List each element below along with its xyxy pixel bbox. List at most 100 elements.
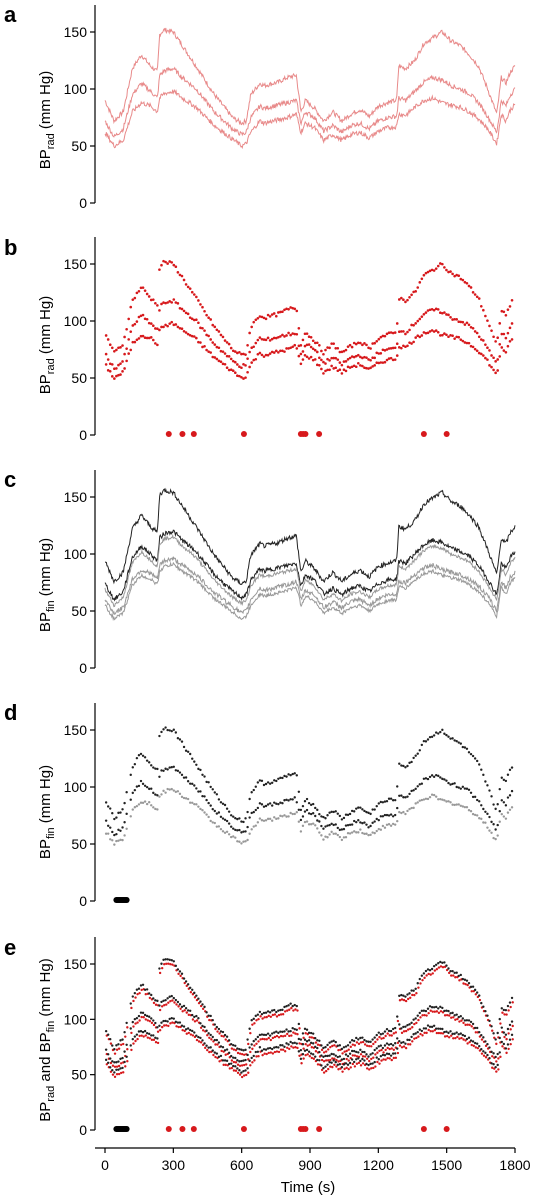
point-systolic — [274, 314, 278, 318]
point-rad-systolic — [447, 971, 451, 975]
point-fin-systolic — [139, 984, 143, 987]
point-mean — [338, 361, 342, 364]
point-diastolic — [166, 324, 169, 328]
point-fin-diastolic — [432, 1024, 436, 1027]
point-mean — [219, 349, 223, 353]
point-diastolic — [232, 835, 235, 838]
point-rad-systolic — [169, 963, 172, 966]
point-systolic — [422, 273, 426, 277]
point-fin-mean — [301, 1043, 305, 1046]
point-systolic — [110, 346, 114, 350]
point-diastolic — [223, 831, 227, 834]
point-mean — [443, 778, 446, 781]
point-rad-diastolic — [158, 1028, 162, 1032]
point-diastolic — [338, 368, 342, 371]
point-diastolic — [158, 328, 161, 332]
point-fin-systolic — [180, 972, 184, 975]
point-mean — [311, 812, 315, 815]
point-mean — [397, 330, 401, 333]
point-diastolic — [451, 334, 454, 338]
point-fin-systolic — [223, 1033, 227, 1037]
panel-c-plot — [104, 487, 516, 622]
point-fin-systolic — [250, 1019, 253, 1022]
point-diastolic — [149, 336, 153, 339]
point-fin-systolic — [168, 958, 171, 962]
point-mean — [400, 794, 403, 797]
point-diastolic — [145, 336, 149, 340]
point-rad-mean — [507, 1032, 510, 1035]
point-fin-mean — [293, 1028, 296, 1031]
point-mean — [447, 781, 450, 785]
point-fin-diastolic — [213, 1051, 216, 1054]
point-rad-systolic — [240, 1052, 244, 1056]
point-fin-diastolic — [467, 1036, 471, 1039]
point-mean — [143, 317, 147, 321]
point-fin-diastolic — [402, 1040, 405, 1044]
point-fin-systolic — [285, 1004, 288, 1008]
point-mean — [121, 826, 124, 829]
point-systolic — [256, 316, 260, 320]
point-fin-mean — [223, 1049, 227, 1052]
point-rad-diastolic — [195, 1038, 199, 1042]
point-rad-mean — [113, 1065, 117, 1068]
point-mean — [381, 815, 385, 818]
point-mean — [371, 821, 374, 825]
point-fin-systolic — [510, 996, 514, 1000]
point-fin-mean — [355, 1050, 358, 1054]
point-diastolic — [379, 361, 383, 364]
point-mean — [201, 794, 204, 798]
point-fin-systolic — [504, 1008, 508, 1012]
point-rad-mean — [294, 1032, 297, 1035]
point-mean — [451, 318, 454, 321]
point-diastolic — [201, 809, 204, 812]
point-mean — [113, 367, 116, 370]
point-fin-mean — [182, 1004, 186, 1008]
point-systolic — [242, 352, 245, 356]
point-systolic — [453, 274, 456, 278]
point-mean — [428, 308, 432, 312]
point-diastolic — [309, 355, 313, 359]
point-diastolic — [119, 838, 122, 842]
point-rad-diastolic — [501, 1045, 504, 1048]
y-tick-label-a-50: 50 — [71, 138, 87, 154]
point-fin-mean — [467, 1019, 471, 1022]
point-rad-diastolic — [409, 1043, 412, 1046]
point-fin-diastolic — [330, 1061, 333, 1064]
point-mean — [246, 825, 249, 829]
point-diastolic — [281, 815, 284, 818]
point-rad-systolic — [411, 993, 414, 997]
point-diastolic — [238, 374, 241, 378]
point-mean — [139, 314, 143, 318]
point-fin-mean — [402, 1025, 405, 1029]
point-fin-systolic — [162, 958, 165, 961]
point-fin-mean — [500, 1026, 503, 1029]
point-fin-systolic — [381, 1032, 385, 1035]
point-rad-systolic — [115, 1048, 119, 1051]
point-fin-diastolic — [361, 1057, 364, 1061]
point-systolic — [387, 331, 391, 335]
point-fin-systolic — [240, 1048, 243, 1051]
point-rad-systolic — [271, 1013, 275, 1017]
point-mean — [375, 817, 378, 821]
point-rad-systolic — [458, 979, 461, 982]
point-fin-mean — [285, 1028, 288, 1031]
point-mean — [439, 776, 442, 779]
point-fin-mean — [197, 1017, 200, 1020]
point-systolic — [420, 277, 424, 281]
point-diastolic — [272, 351, 276, 354]
point-rad-systolic — [119, 1043, 123, 1047]
point-fin-mean — [383, 1044, 387, 1047]
point-diastolic — [236, 374, 239, 378]
point-fin-systolic — [338, 1044, 342, 1047]
point-systolic — [209, 318, 212, 321]
point-rad-mean — [214, 1043, 217, 1046]
y-tick-label-e-0: 0 — [79, 1122, 87, 1138]
point-diastolic — [244, 840, 247, 843]
point-diastolic — [373, 831, 376, 835]
point-systolic — [154, 301, 157, 305]
y-tick-label-a-100: 100 — [64, 81, 88, 97]
point-diastolic — [500, 812, 503, 816]
point-diastolic — [190, 334, 194, 338]
point-systolic — [482, 308, 485, 312]
point-mean — [385, 348, 389, 351]
